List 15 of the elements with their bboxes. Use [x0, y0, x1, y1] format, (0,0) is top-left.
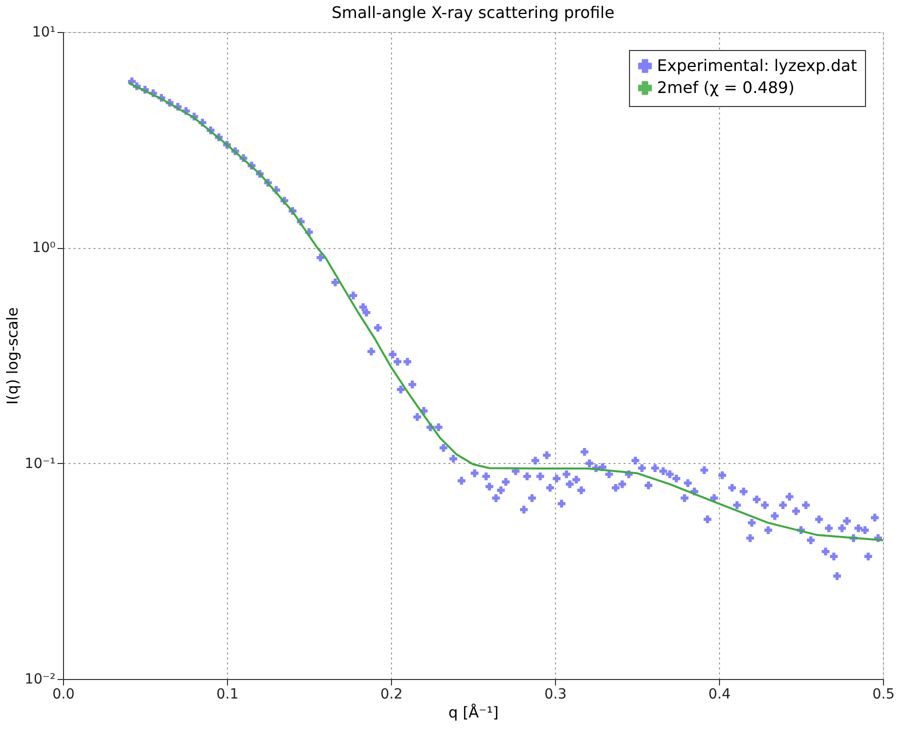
x-axis-title: q [Å⁻¹] [448, 704, 499, 722]
chart-title: Small-angle X-ray scattering profile [332, 3, 614, 22]
y-tick-label: 10¹ [32, 24, 56, 40]
x-tick-label: 0.0 [52, 686, 75, 702]
x-tick-label: 0.2 [380, 686, 403, 702]
y-tick-label: 10⁰ [32, 240, 56, 256]
y-tick-label: 10⁻¹ [24, 456, 56, 472]
y-tick-label: 10⁻² [24, 672, 56, 688]
legend-label: 2mef (χ = 0.489) [657, 78, 794, 97]
legend-label: Experimental: lyzexp.dat [657, 56, 857, 75]
x-tick-label: 0.5 [872, 686, 895, 702]
x-tick-label: 0.4 [708, 686, 731, 702]
x-tick-label: 0.1 [216, 686, 239, 702]
x-tick-label: 0.3 [544, 686, 567, 702]
y-axis-title: I(q) log-scale [4, 307, 22, 405]
